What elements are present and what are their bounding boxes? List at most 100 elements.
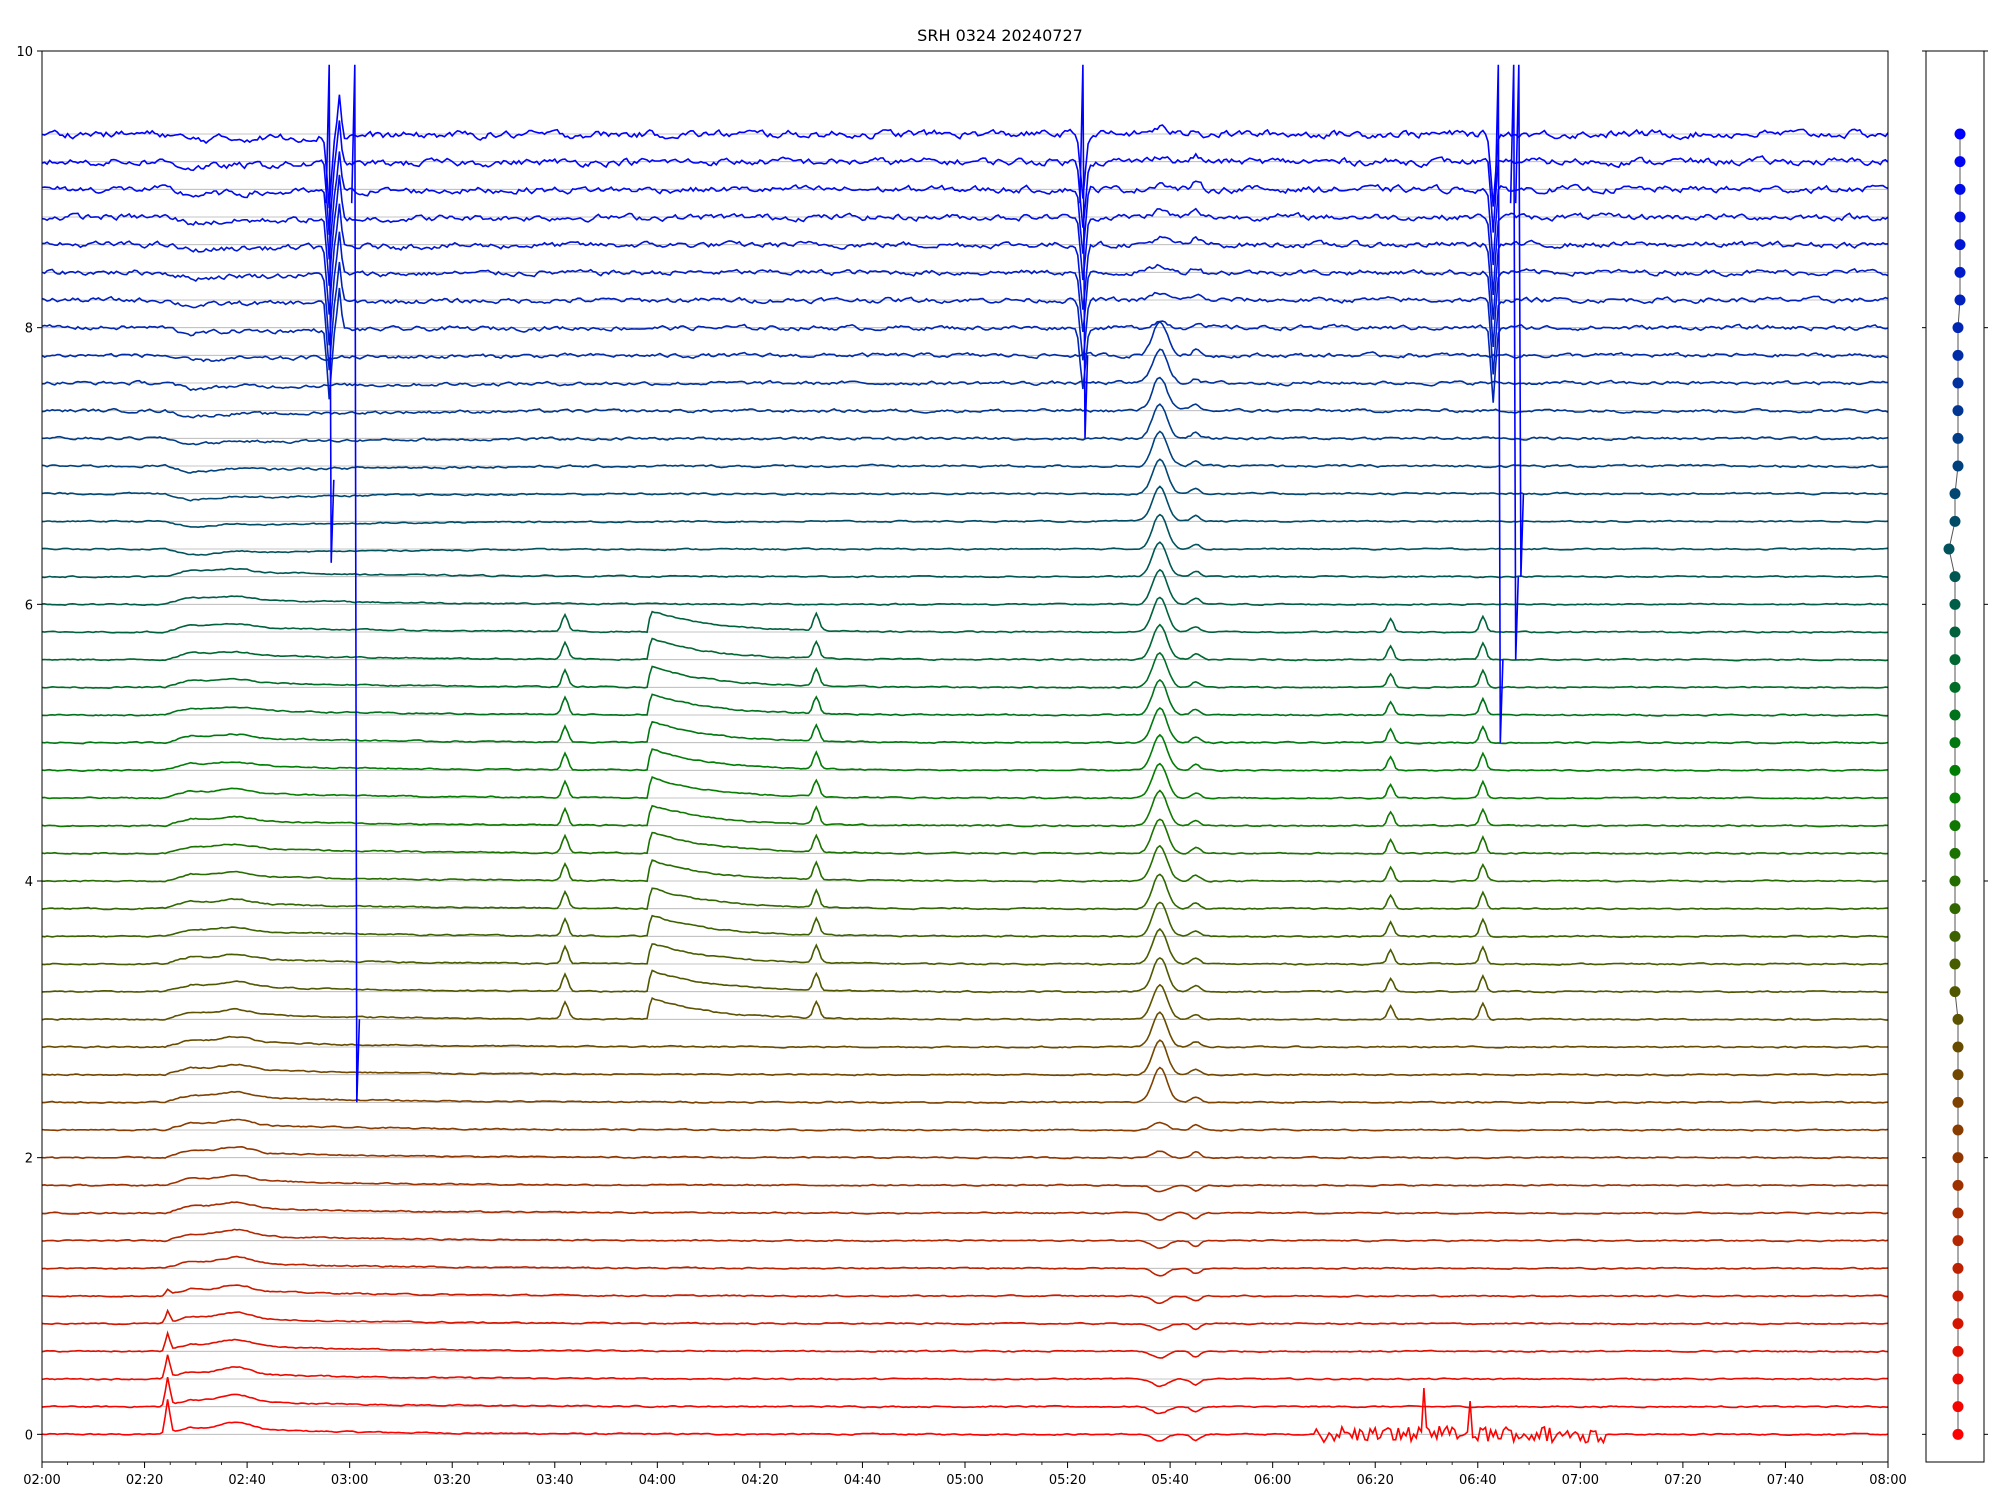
channel-dot [1952,1262,1964,1274]
series-line [41,120,1889,235]
channel-dot [1952,349,1964,361]
series-line [41,873,1889,911]
channel-dot [1954,156,1966,168]
channel-dot [1949,792,1961,804]
series-line [41,513,1889,556]
channel-dot [1952,1013,1964,1025]
channel-dot [1952,1345,1964,1357]
channel-dot [1952,1373,1964,1385]
x-tick-label: 04:00 [639,1473,676,1488]
series-line [41,1354,1889,1388]
channel-dot [1949,903,1961,915]
x-tick-label: 08:00 [1869,1473,1906,1488]
y-tick-label: 6 [25,598,33,613]
series-line [41,706,1889,745]
x-tick-label: 06:20 [1356,1473,1393,1488]
series-line [41,231,1889,347]
series-line [42,1066,1889,1105]
series-line [41,623,1889,662]
channel-dot [1952,1428,1964,1440]
series-line [41,1387,1889,1445]
channel-dot [1954,239,1966,251]
x-axis: 02:00 02:20 02:40 03:00 03:20 03:40 04:00 04:20… [23,1462,1907,1488]
x-tick-label: 07:00 [1562,1473,1599,1488]
series-line [1494,64,1504,743]
series-line [41,348,1889,392]
series-line [41,1376,1889,1415]
side-panel-frame [1925,50,1985,1463]
series-line [1514,64,1525,577]
series-line [41,320,1889,363]
series-line [41,1145,1889,1160]
series-line [42,1011,1888,1049]
series-line [41,651,1889,690]
y-tick-label: 2 [25,1152,33,1167]
series-line [41,1284,1889,1305]
channel-dot [1949,847,1961,859]
y-tick-label: 10 [16,45,33,60]
channel-dot [1952,1096,1964,1108]
series-line [41,1174,1889,1193]
series-line [41,151,1889,266]
channel-dot [1949,598,1961,610]
x-tick-label: 04:20 [741,1473,778,1488]
channel-dot [1949,709,1961,721]
channel-dot [1954,266,1966,278]
channel-dot [1954,211,1966,223]
series-line [41,430,1889,474]
series-line [41,458,1889,502]
x-tick-label: 07:40 [1767,1473,1804,1488]
channel-dot [1952,1069,1964,1081]
series-line [41,596,1889,634]
channel-dot [1952,1290,1964,1302]
channel-dot [1949,571,1961,583]
series-line [41,818,1889,855]
series-line [41,789,1889,828]
main-plot-frame [41,50,1889,1463]
channel-dot [1949,986,1961,998]
x-tick-label: 07:20 [1664,1473,1701,1488]
channel-dot [1954,128,1966,140]
channel-dot [1952,1124,1964,1136]
series-line [41,678,1888,717]
channel-dot [1952,405,1964,417]
series-line [41,203,1889,320]
channel-dot [1943,543,1955,555]
series-line [41,376,1889,419]
series-line [41,733,1889,773]
channel-dot [1949,820,1961,832]
channel-dot [1949,958,1961,970]
series-line [41,287,1889,403]
series-line [41,762,1889,800]
x-tick-label: 05:40 [1151,1473,1188,1488]
series-line [350,64,361,1103]
x-tick-label: 02:40 [228,1473,265,1488]
channel-dot [1949,764,1961,776]
x-tick-label: 02:00 [23,1473,60,1488]
x-tick-label: 04:40 [844,1473,881,1488]
series-line [1079,64,1089,439]
x-tick-label: 02:20 [126,1473,163,1488]
x-tick-label: 03:40 [536,1473,573,1488]
series-line [41,1118,1889,1132]
channel-dot [1952,1152,1964,1164]
channel-dot [1952,1401,1964,1413]
x-tick-label: 03:20 [433,1473,470,1488]
channel-dot [1949,737,1961,749]
series-line [41,983,1889,1022]
channel-dot [1952,1041,1964,1053]
channel-dot [1954,294,1966,306]
channel-dot [1949,515,1961,527]
series-line [41,568,1888,607]
x-tick-label: 06:40 [1459,1473,1496,1488]
series-line [41,901,1889,939]
x-tick-label: 03:00 [331,1473,368,1488]
series-line [1509,64,1520,660]
series-line [41,1039,1889,1077]
channel-dot [1952,1179,1964,1191]
chart-title: SRH 0324 20240727 [917,26,1083,45]
channel-dot [1952,432,1964,444]
series-line [41,541,1889,579]
channel-dot [1949,488,1961,500]
